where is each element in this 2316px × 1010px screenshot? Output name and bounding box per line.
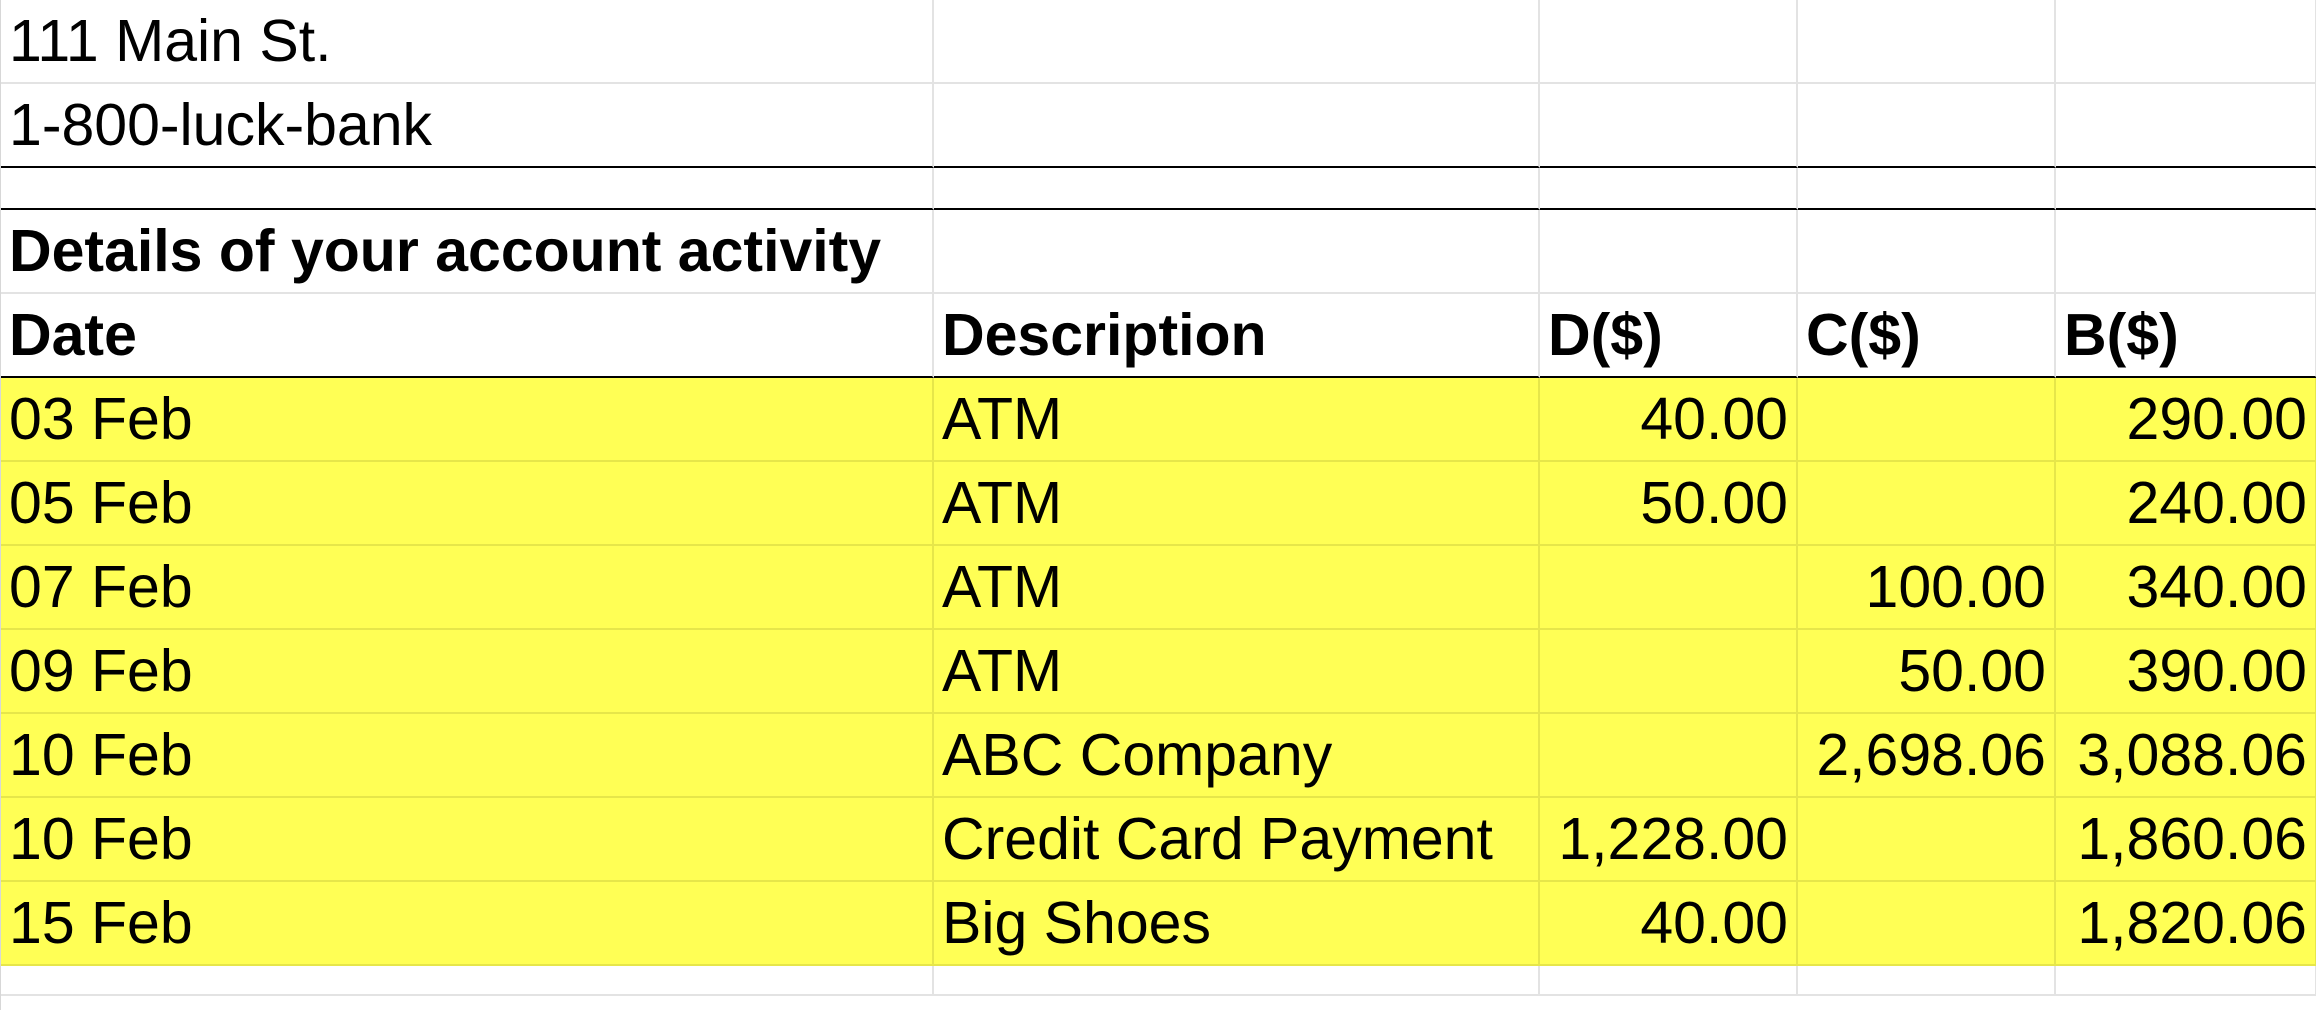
row-credit-cell[interactable]: 100.00 (1798, 546, 2056, 630)
spacer-cell[interactable] (1, 168, 934, 210)
empty-cell[interactable] (934, 0, 1540, 84)
empty-cell[interactable] (1540, 0, 1798, 84)
empty-cell[interactable] (934, 966, 1540, 996)
row-description-cell[interactable]: Credit Card Payment (934, 798, 1540, 882)
empty-cell[interactable] (1798, 84, 2056, 168)
empty-cell[interactable] (1798, 0, 2056, 84)
row-description-cell[interactable]: ATM (934, 546, 1540, 630)
header-description-cell[interactable]: Description (934, 294, 1540, 378)
row-balance-cell[interactable]: 240.00 (2056, 462, 2316, 546)
empty-cell[interactable] (1798, 210, 2056, 294)
row-description-cell[interactable]: Big Shoes (934, 882, 1540, 966)
row-date-cell[interactable]: 07 Feb (1, 546, 934, 630)
row-debit-cell[interactable]: 40.00 (1540, 882, 1798, 966)
empty-cell[interactable] (1, 966, 934, 996)
row-debit-cell[interactable] (1540, 714, 1798, 798)
section-title-cell[interactable]: Details of your account activity (1, 210, 934, 294)
row-credit-cell[interactable] (1798, 462, 2056, 546)
row-debit-cell[interactable]: 1,228.00 (1540, 798, 1798, 882)
address-street-cell[interactable]: 111 Main St. (1, 0, 934, 84)
row-date-cell[interactable]: 05 Feb (1, 462, 934, 546)
spacer-cell[interactable] (2056, 168, 2316, 210)
header-date-cell[interactable]: Date (1, 294, 934, 378)
row-credit-cell[interactable] (1798, 378, 2056, 462)
row-date-cell[interactable]: 03 Feb (1, 378, 934, 462)
address-phone-cell[interactable]: 1-800-luck-bank (1, 84, 934, 168)
spacer-cell[interactable] (1540, 168, 1798, 210)
row-credit-cell[interactable] (1798, 882, 2056, 966)
empty-cell[interactable] (2056, 210, 2316, 294)
row-date-cell[interactable]: 10 Feb (1, 714, 934, 798)
row-debit-cell[interactable] (1540, 630, 1798, 714)
row-debit-cell[interactable]: 40.00 (1540, 378, 1798, 462)
spacer-cell[interactable] (934, 168, 1540, 210)
row-credit-cell[interactable]: 50.00 (1798, 630, 2056, 714)
row-balance-cell[interactable]: 390.00 (2056, 630, 2316, 714)
row-description-cell[interactable]: ATM (934, 378, 1540, 462)
empty-cell[interactable] (934, 210, 1540, 294)
header-balance-cell[interactable]: B($) (2056, 294, 2316, 378)
spacer-cell[interactable] (1798, 168, 2056, 210)
empty-cell[interactable] (1540, 210, 1798, 294)
row-date-cell[interactable]: 10 Feb (1, 798, 934, 882)
header-credit-cell[interactable]: C($) (1798, 294, 2056, 378)
row-balance-cell[interactable]: 1,820.06 (2056, 882, 2316, 966)
empty-cell[interactable] (1798, 966, 2056, 996)
empty-cell[interactable] (2056, 0, 2316, 84)
row-debit-cell[interactable] (1540, 546, 1798, 630)
empty-cell[interactable] (1540, 966, 1798, 996)
row-balance-cell[interactable]: 340.00 (2056, 546, 2316, 630)
header-debit-cell[interactable]: D($) (1540, 294, 1798, 378)
row-date-cell[interactable]: 15 Feb (1, 882, 934, 966)
empty-cell[interactable] (1540, 84, 1798, 168)
row-description-cell[interactable]: ABC Company (934, 714, 1540, 798)
row-description-cell[interactable]: ATM (934, 630, 1540, 714)
empty-cell[interactable] (2056, 966, 2316, 996)
row-credit-cell[interactable] (1798, 798, 2056, 882)
row-date-cell[interactable]: 09 Feb (1, 630, 934, 714)
row-description-cell[interactable]: ATM (934, 462, 1540, 546)
row-credit-cell[interactable]: 2,698.06 (1798, 714, 2056, 798)
row-debit-cell[interactable]: 50.00 (1540, 462, 1798, 546)
row-balance-cell[interactable]: 3,088.06 (2056, 714, 2316, 798)
empty-cell[interactable] (2056, 84, 2316, 168)
row-balance-cell[interactable]: 290.00 (2056, 378, 2316, 462)
empty-cell[interactable] (934, 84, 1540, 168)
row-balance-cell[interactable]: 1,860.06 (2056, 798, 2316, 882)
